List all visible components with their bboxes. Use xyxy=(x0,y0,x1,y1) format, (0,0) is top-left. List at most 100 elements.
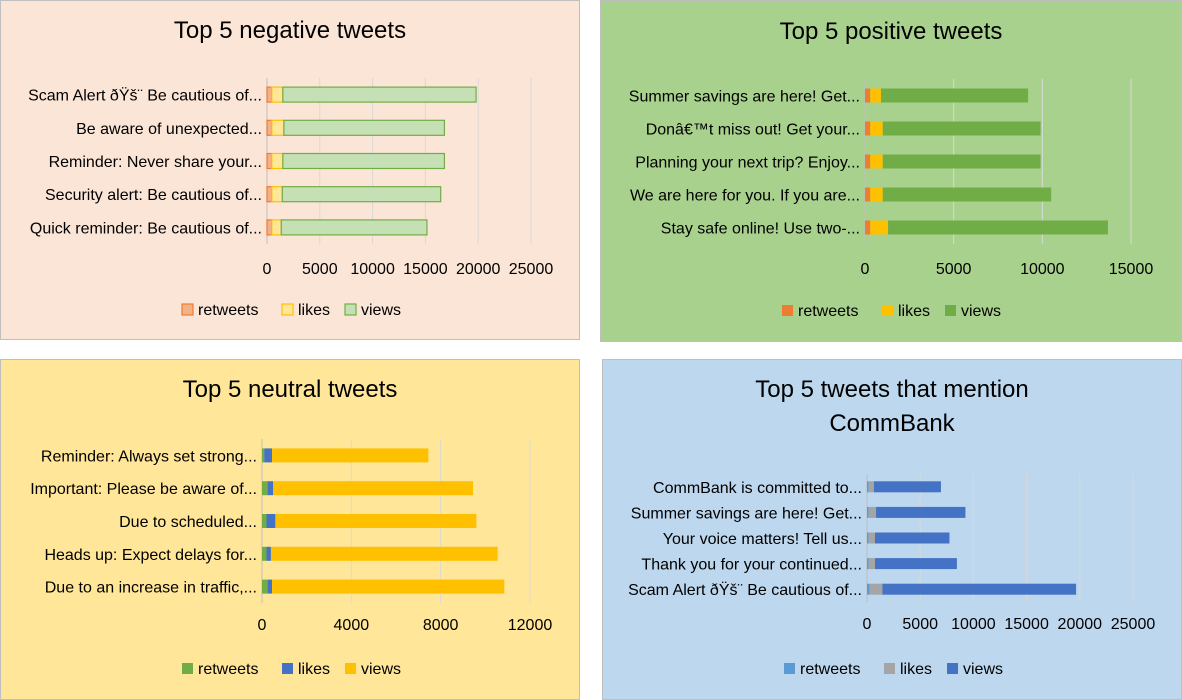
commbank-tweets-chart: Top 5 tweets that mention CommBank 0 5000 10… xyxy=(602,359,1182,700)
bar-retweets xyxy=(867,481,869,493)
legend-label: likes xyxy=(898,303,930,320)
bar-likes xyxy=(271,119,285,136)
category-label: Your voice matters! Tell us... xyxy=(663,531,862,548)
bar-likes xyxy=(266,546,271,561)
bar-retweets xyxy=(865,154,871,169)
bar-retweets xyxy=(262,514,267,528)
legend-label: views xyxy=(361,302,401,319)
category-label: Scam Alert ðŸš¨ Be cautious of... xyxy=(28,87,262,105)
bar-views xyxy=(280,219,428,236)
x-tick-label: 5000 xyxy=(302,261,338,278)
bar-views xyxy=(880,88,1029,103)
bar-retweets xyxy=(865,220,871,235)
bar-likes xyxy=(870,220,889,235)
bar-views xyxy=(275,514,477,528)
chart-title: CommBank xyxy=(829,410,955,437)
x-tick-label: 10000 xyxy=(350,261,395,278)
bar-views xyxy=(282,86,477,103)
bar-views xyxy=(282,152,446,170)
chart-title: Top 5 tweets that mention xyxy=(755,376,1029,403)
category-label: Thank you for your continued... xyxy=(641,557,862,574)
legend-label: retweets xyxy=(198,302,258,319)
legend-swatch xyxy=(947,663,958,674)
category-label: Donâ€™t miss out! Get your... xyxy=(646,122,860,139)
legend-swatch xyxy=(282,663,293,674)
category-label: Scam Alert ðŸš¨ Be cautious of... xyxy=(628,581,862,599)
bar-likes xyxy=(271,186,283,203)
x-tick-label: 12000 xyxy=(508,617,553,634)
x-tick-label: 15000 xyxy=(403,261,448,278)
x-tick-label: 5000 xyxy=(936,261,972,278)
x-tick-label: 8000 xyxy=(423,617,459,634)
chart-svg-negative: Top 5 negative tweets 0 5000 10000 15000 2000… xyxy=(28,17,554,319)
legend-swatch xyxy=(345,663,356,674)
x-tick-label: 10000 xyxy=(951,616,996,633)
legend-swatch xyxy=(882,305,893,316)
bar-likes xyxy=(868,532,875,544)
x-tick-label: 20000 xyxy=(456,261,501,278)
bar-retweets xyxy=(262,481,268,496)
category-label: Reminder: Always set strong... xyxy=(41,448,257,465)
neutral-tweets-chart: Top 5 neutral tweets 0 4000 8000 12000 Remind… xyxy=(0,359,580,700)
bar-likes xyxy=(870,88,881,103)
positive-tweets-chart: Top 5 positive tweets 0 5000 10000 15000 Summ… xyxy=(600,0,1182,342)
bar-likes xyxy=(264,448,273,463)
legend-swatch xyxy=(784,663,795,674)
legend-swatch xyxy=(945,305,956,316)
x-tick-label: 0 xyxy=(263,261,272,278)
category-label: Reminder: Never share your... xyxy=(49,154,262,171)
bar-views xyxy=(874,532,950,544)
category-label: Important: Please be aware of... xyxy=(30,481,257,498)
bar-views xyxy=(882,154,1041,169)
bar-retweets xyxy=(266,119,273,136)
bar-retweets xyxy=(262,448,265,463)
bar-likes xyxy=(271,219,282,236)
bar-views xyxy=(876,506,966,518)
bar-likes xyxy=(868,558,875,570)
x-tick-label: 4000 xyxy=(334,617,370,634)
bar-retweets xyxy=(262,546,267,561)
bar-retweets xyxy=(262,579,268,594)
bar-likes xyxy=(869,583,883,595)
x-tick-label: 25000 xyxy=(509,261,554,278)
legend-label: views xyxy=(963,661,1003,678)
category-label: Quick reminder: Be cautious of... xyxy=(30,220,262,237)
bar-retweets xyxy=(867,532,869,544)
bar-views xyxy=(888,220,1108,235)
bar-likes xyxy=(868,481,874,493)
legend-label: likes xyxy=(298,661,330,678)
bar-retweets xyxy=(266,86,273,103)
bar-likes xyxy=(870,154,883,169)
legend-label: views xyxy=(361,661,401,678)
category-label: Summer savings are here! Get... xyxy=(629,89,860,106)
bar-likes xyxy=(271,152,284,170)
legend-label: views xyxy=(961,303,1001,320)
chart-svg-commbank: Top 5 tweets that mention CommBank 0 5000 10… xyxy=(628,376,1155,678)
bar-views xyxy=(882,121,1041,136)
bar-views xyxy=(272,579,505,594)
legend-swatch xyxy=(182,663,193,674)
legend-label: retweets xyxy=(800,661,860,678)
bar-retweets xyxy=(867,506,869,518)
x-tick-label: 20000 xyxy=(1058,616,1103,633)
bar-likes xyxy=(870,121,883,136)
category-label: Planning your next trip? Enjoy... xyxy=(635,155,860,172)
bar-views xyxy=(874,558,957,570)
bar-views xyxy=(272,448,429,463)
category-label: We are here for you. If you are... xyxy=(630,188,860,205)
chart-title: Top 5 negative tweets xyxy=(174,17,406,44)
bar-retweets xyxy=(266,186,273,203)
x-tick-label: 15000 xyxy=(1109,261,1154,278)
legend-swatch xyxy=(344,303,357,316)
x-tick-label: 5000 xyxy=(902,616,938,633)
category-label: Due to an increase in traffic,... xyxy=(45,580,257,597)
legend-swatch xyxy=(281,303,294,316)
chart-title: Top 5 neutral tweets xyxy=(183,376,398,403)
legend-label: retweets xyxy=(798,303,858,320)
negative-tweets-chart: Top 5 negative tweets 0 5000 10000 15000 2000… xyxy=(0,0,580,340)
bar-retweets xyxy=(867,558,869,570)
bar-likes xyxy=(271,86,284,103)
bar-retweets xyxy=(266,152,273,170)
x-tick-label: 0 xyxy=(861,261,870,278)
legend-swatch xyxy=(181,303,194,316)
